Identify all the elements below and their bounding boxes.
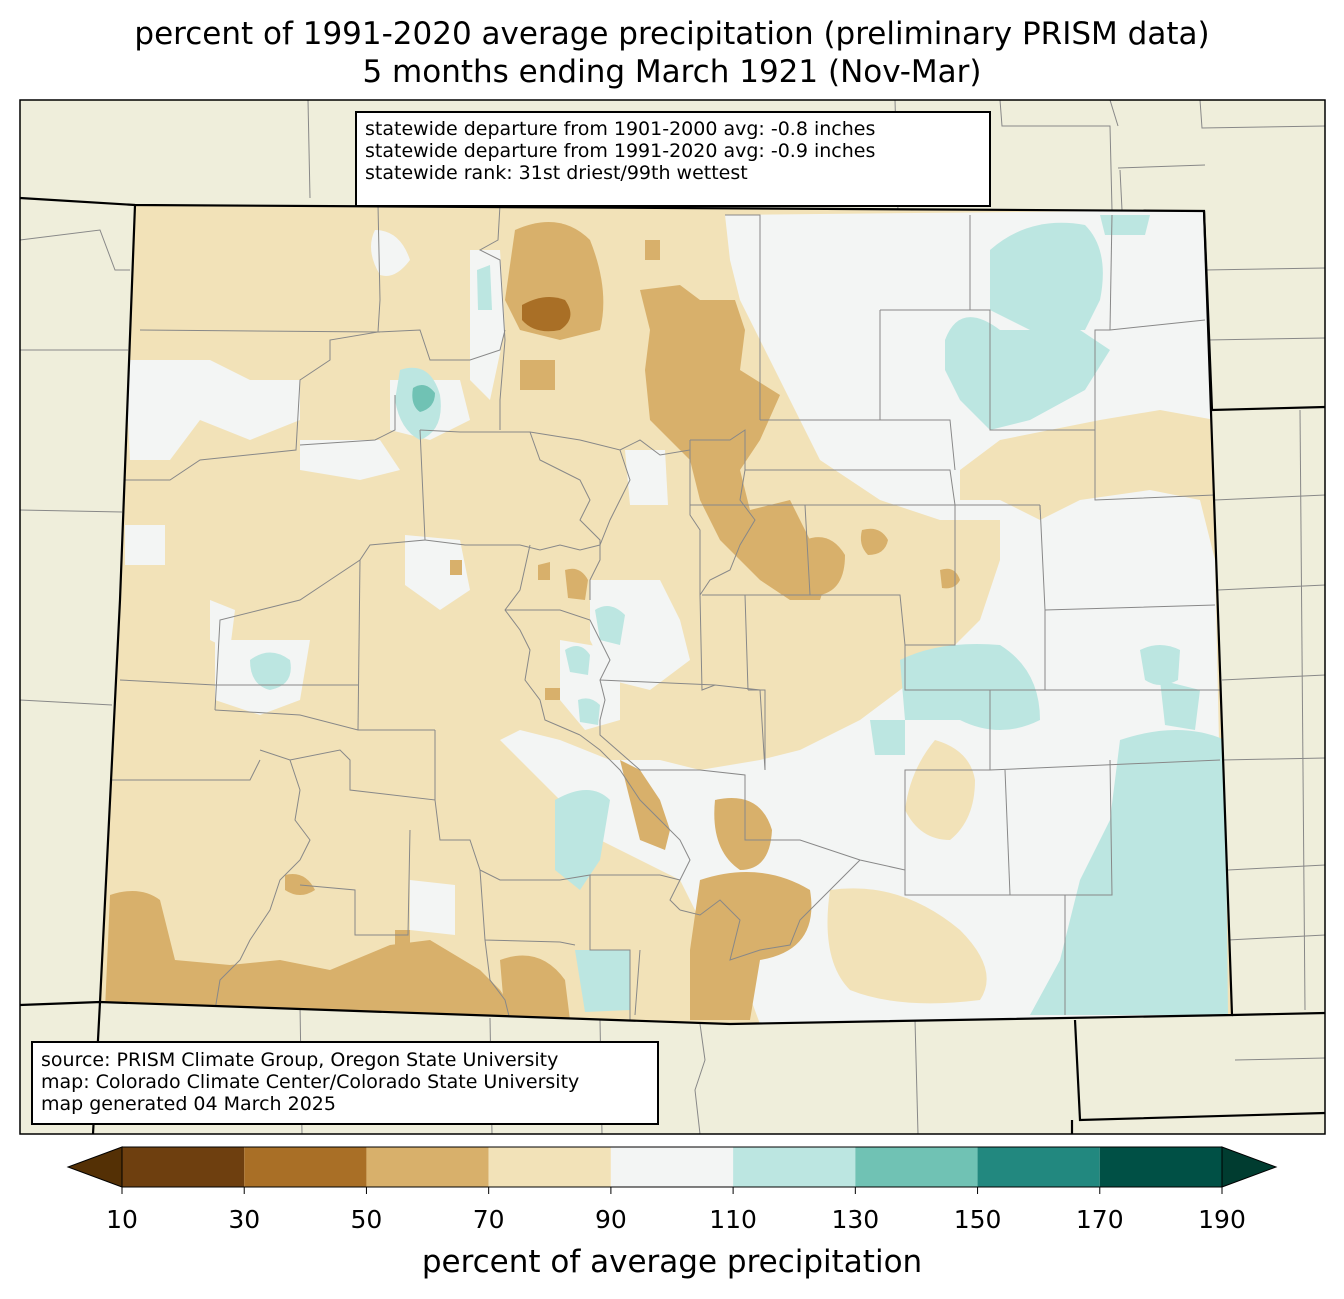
colorado-county-lines bbox=[110, 205, 1221, 1021]
colorbar-tick-label: 70 bbox=[472, 1205, 505, 1234]
map-credit-line: map: Colorado Climate Center/Colorado St… bbox=[41, 1071, 580, 1093]
colorbar-tick-label: 170 bbox=[1075, 1205, 1124, 1234]
stats-departure-1901-2000: statewide departure from 1901-2000 avg: … bbox=[365, 118, 876, 140]
colorbar-bin bbox=[977, 1147, 1100, 1187]
colorbar-bin bbox=[488, 1147, 611, 1187]
generated-date-line: map generated 04 March 2025 bbox=[41, 1093, 336, 1115]
colorbar-tick-label: 150 bbox=[953, 1205, 1002, 1234]
source-credits-box: source: PRISM Climate Group, Oregon Stat… bbox=[31, 1041, 659, 1125]
colorbar-tick-label: 30 bbox=[228, 1205, 261, 1234]
colorbar-bin bbox=[855, 1147, 978, 1187]
colorbar-bin bbox=[244, 1147, 367, 1187]
map-subtitle: 5 months ending March 1921 (Nov-Mar) bbox=[362, 54, 982, 90]
colorbar-under-arrow bbox=[66, 1146, 123, 1188]
colorbar-bin bbox=[366, 1147, 489, 1187]
map-frame-border bbox=[19, 99, 1326, 1135]
colorbar-tick-label: 50 bbox=[350, 1205, 383, 1234]
colorbar-outline bbox=[121, 1146, 1223, 1188]
colorbar-tick-label: 10 bbox=[106, 1205, 138, 1234]
colorbar-bin bbox=[733, 1147, 856, 1187]
colorbar bbox=[66, 1146, 1278, 1194]
colorado-precip-field bbox=[100, 205, 1232, 1024]
colorbar-bin bbox=[1099, 1147, 1222, 1187]
colorbar-bin bbox=[122, 1147, 245, 1187]
colorbar-over-arrow bbox=[1221, 1146, 1278, 1188]
stats-rank: statewide rank: 31st driest/99th wettest bbox=[365, 162, 748, 184]
statewide-stats-box: statewide departure from 1901-2000 avg: … bbox=[355, 111, 991, 207]
map-title: percent of 1991-2020 average precipitati… bbox=[134, 16, 1210, 52]
colorbar-tick-label: 190 bbox=[1198, 1205, 1246, 1234]
source-line: source: PRISM Climate Group, Oregon Stat… bbox=[41, 1049, 559, 1071]
colorbar-tick-label: 90 bbox=[594, 1205, 627, 1234]
colorbar-tick-label: 110 bbox=[709, 1205, 757, 1234]
colorbar-tick-label: 130 bbox=[831, 1205, 880, 1234]
colorbar-bin bbox=[610, 1147, 734, 1187]
stats-departure-1991-2020: statewide departure from 1991-2020 avg: … bbox=[365, 140, 876, 162]
colorbar-label: percent of average precipitation bbox=[421, 1244, 923, 1280]
